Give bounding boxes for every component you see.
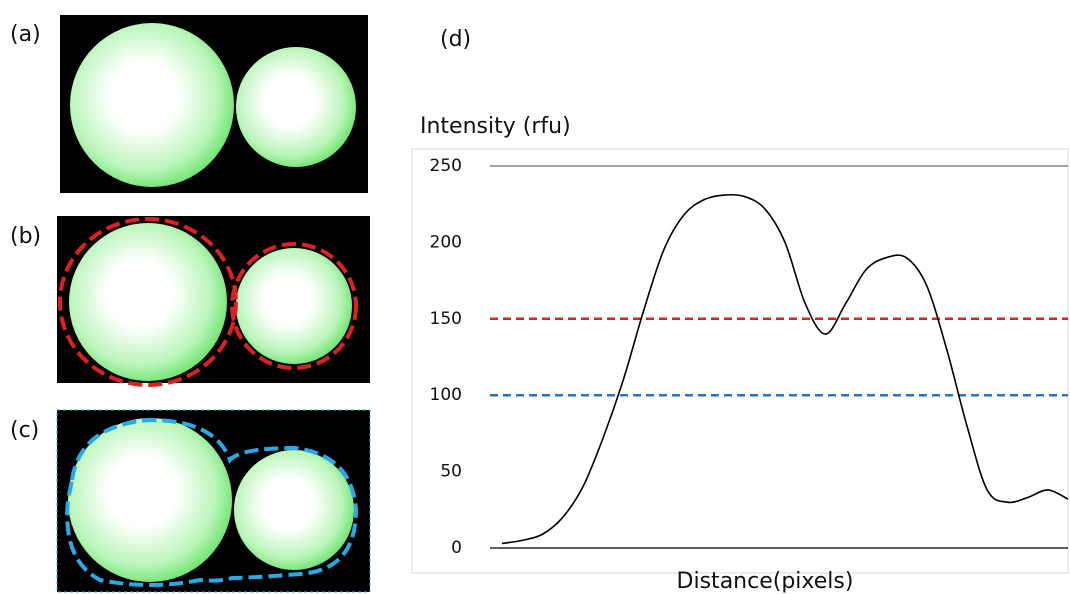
chart-frame	[411, 148, 1069, 574]
y-tick-label: 100	[430, 385, 462, 405]
y-tick-label: 250	[430, 156, 462, 176]
image-b	[57, 216, 370, 387]
x-axis-title: Distance(pixels)	[677, 569, 854, 594]
line	[501, 193, 1069, 545]
y-tick-label: 200	[430, 232, 462, 252]
image-c	[56, 409, 371, 593]
panel-label: (d)	[440, 27, 471, 52]
panel-label: (b)	[10, 224, 41, 249]
image-a	[60, 15, 368, 193]
panel-label: (c)	[10, 418, 39, 443]
y-axis-title: Intensity (rfu)	[420, 114, 571, 139]
panel-label: (a)	[10, 22, 41, 47]
y-tick-label: 150	[430, 309, 462, 329]
y-tick-label: 0	[451, 538, 462, 558]
y-tick-label: 50	[440, 462, 462, 482]
